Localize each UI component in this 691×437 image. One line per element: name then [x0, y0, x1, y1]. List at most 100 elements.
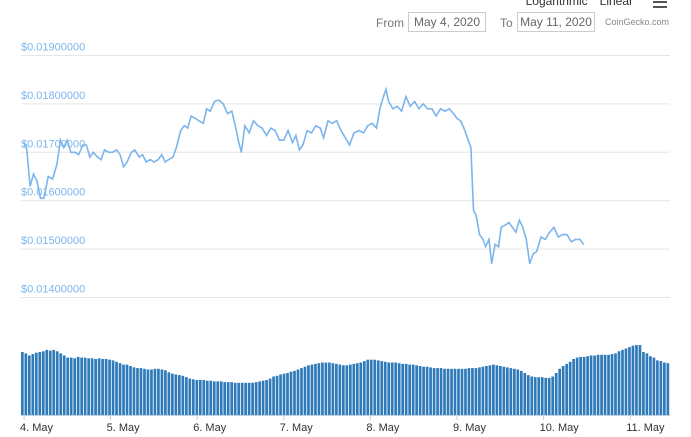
volume-bar — [596, 354, 600, 415]
volume-bar — [247, 382, 251, 415]
y-tick-label: $0.01500000 — [21, 235, 85, 247]
price-point — [63, 146, 65, 149]
price-point — [409, 105, 411, 107]
volume-bar — [603, 354, 607, 415]
volume-bar — [233, 382, 237, 415]
volume-bar — [540, 377, 544, 415]
volume-bar — [369, 359, 373, 415]
price-point — [161, 154, 163, 156]
volume-bar — [342, 365, 345, 415]
volume-bar — [474, 368, 478, 415]
volume-bar — [509, 368, 513, 415]
price-point — [145, 161, 147, 163]
price-point — [226, 113, 229, 115]
price-point — [367, 125, 369, 127]
volume-bar — [610, 354, 614, 415]
price-point — [238, 142, 240, 144]
volume-bar — [519, 370, 523, 415]
price-point — [488, 238, 490, 240]
x-tick-label: 7. May — [280, 422, 314, 434]
to-date-input[interactable]: May 11, 2020 — [517, 12, 595, 32]
volume-bar — [617, 351, 621, 415]
logarithmic-option[interactable]: Logarithmic — [525, 0, 588, 8]
price-point — [518, 219, 521, 221]
chart-controls: Logarithmic Linear From May 4, 2020 To Ma… — [0, 0, 691, 40]
volume-bar — [324, 362, 328, 415]
volume-bar — [307, 365, 310, 415]
price-point — [392, 108, 394, 110]
volume-bar — [205, 380, 209, 415]
volume-bar — [198, 380, 202, 415]
volume-bar — [226, 382, 230, 415]
price-point — [78, 154, 80, 156]
price-point — [198, 120, 200, 122]
price-point — [231, 110, 233, 112]
price-point — [126, 161, 128, 163]
volume-bar — [136, 368, 139, 415]
price-point — [138, 156, 140, 158]
price-point — [456, 117, 458, 119]
volume-bar — [209, 380, 213, 415]
volume-bar — [184, 377, 188, 415]
volume-bar — [286, 373, 289, 415]
x-tick-label: 8. May — [366, 422, 400, 434]
volume-bar — [101, 359, 104, 415]
price-point — [39, 197, 42, 199]
linear-option[interactable]: Linear — [599, 0, 633, 8]
volume-bar — [387, 362, 391, 415]
volume-bar — [600, 354, 603, 415]
y-axis-ticks: $0.01400000 $0.01500000 $0.01600000 $0.0170… — [21, 42, 85, 296]
price-point — [116, 149, 118, 151]
volume-bar — [143, 368, 146, 415]
volume-bar — [122, 364, 125, 415]
volume-bar — [624, 348, 628, 415]
price-point — [504, 224, 507, 226]
volume-bar — [628, 347, 631, 415]
price-point — [306, 129, 308, 132]
volume-bar — [453, 368, 457, 415]
price-point — [26, 146, 28, 149]
price-point — [463, 127, 465, 129]
to-label: To — [500, 16, 513, 30]
volume-bar — [314, 363, 317, 415]
volume-bar — [355, 363, 359, 415]
volume-bar — [174, 374, 178, 415]
price-point — [59, 139, 62, 141]
scale-toggle: Logarithmic Linear — [526, 0, 633, 8]
volume-bar — [589, 355, 593, 415]
volume-bar — [293, 370, 296, 415]
volume-bar — [237, 382, 241, 415]
volume-bar — [104, 359, 108, 415]
x-axis-ticks: 4. May 5. May 6. May 7. May 8. May 9. May 10. … — [20, 415, 665, 434]
volume-bar — [111, 360, 115, 415]
price-point — [194, 117, 197, 119]
volume-bar — [261, 380, 265, 415]
volume-bar — [223, 382, 227, 415]
price-point — [222, 103, 224, 105]
price-point — [319, 127, 321, 129]
price-point — [388, 100, 390, 103]
volume-bar — [62, 355, 66, 415]
volume-bar — [321, 362, 324, 415]
price-point — [414, 100, 416, 103]
volume-bar — [76, 356, 80, 415]
volume-bar — [572, 359, 575, 415]
volume-bar — [467, 368, 471, 415]
coingecko-credit[interactable]: CoinGecko.com — [604, 17, 669, 27]
from-date-input[interactable]: May 4, 2020 — [408, 12, 486, 32]
price-point — [29, 185, 31, 187]
volume-bar — [656, 360, 659, 415]
price-point — [459, 120, 462, 122]
price-point — [82, 144, 84, 146]
price-point — [130, 151, 132, 153]
volume-bar — [582, 356, 586, 415]
price-point — [261, 127, 263, 129]
from-label: From — [376, 16, 404, 30]
price-point — [475, 214, 477, 216]
price-point — [209, 110, 211, 112]
volume-bar — [652, 357, 656, 415]
hamburger-menu-icon[interactable] — [653, 0, 667, 8]
volume-bar — [645, 353, 649, 415]
y-tick-label: $0.01400000 — [21, 283, 85, 295]
price-point — [544, 238, 546, 240]
